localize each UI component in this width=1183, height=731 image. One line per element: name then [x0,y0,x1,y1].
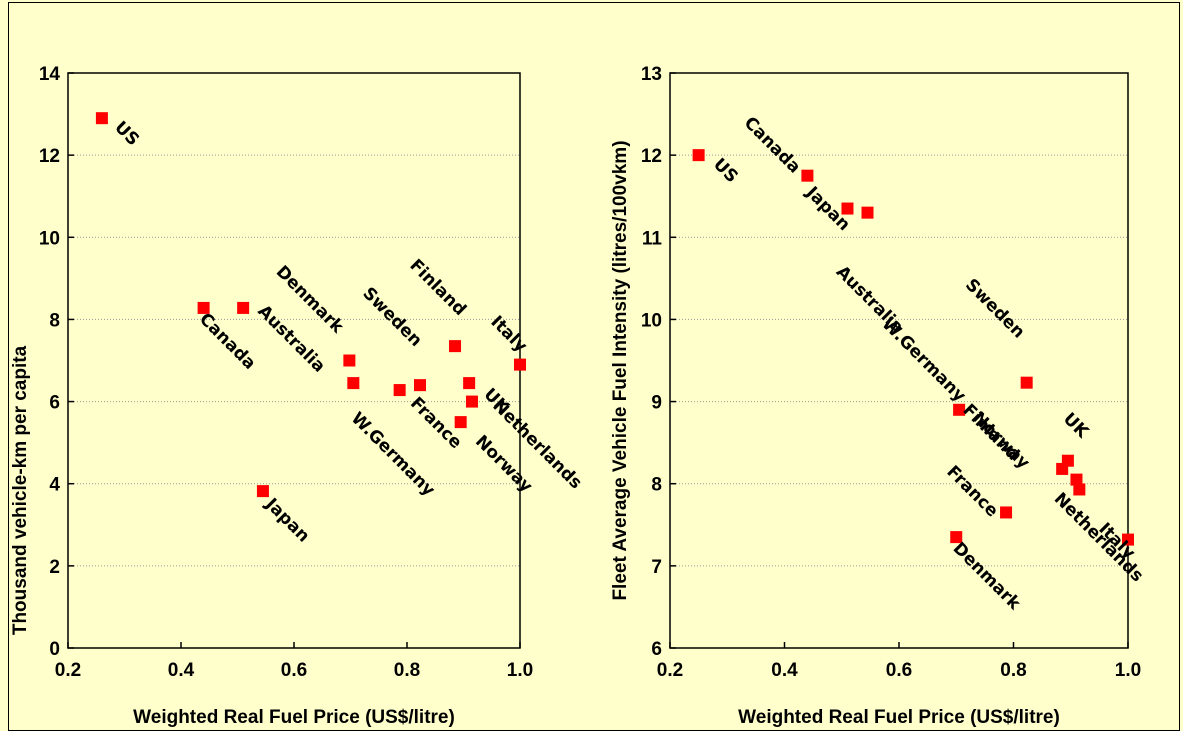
data-point [95,112,108,125]
x-tick-label: 0.6 [281,660,307,681]
data-point [1073,483,1086,496]
chart-1: 0 2 4 6 8 10 12 14 0.2 0.4 0.6 0.8 1.0 Weighted Real … [10,64,586,728]
data-point [1020,376,1033,389]
x-tick-label: 0.8 [1000,660,1026,681]
point-label: US [709,155,742,188]
data-point [1061,454,1074,467]
y-axis-title: Thousand vehicle-km per capita [10,345,31,635]
page-frame [8,2,1180,731]
y-tick-label: 10 [641,310,662,331]
point-label: Sweden [961,275,1028,342]
point-label: US [110,118,143,151]
x-tick-label: 0.2 [657,660,683,681]
data-point [950,531,963,544]
y-tick-label: 13 [641,64,662,85]
chart-2: 6 7 8 9 10 11 12 13 0.2 0.4 0.6 0.8 1.0 Weighted Real… [610,64,1147,728]
data-point [801,169,814,182]
y-tick-label: 2 [49,557,60,578]
point-label: Canada [740,113,804,177]
point-label: UK [1059,409,1093,443]
point-label: Italy [486,312,530,356]
point-label: W.Germany [878,314,970,406]
data-point [343,354,356,367]
point-label: Norway [968,408,1033,473]
x-tick-label: 1.0 [1115,660,1141,681]
y-tick-label: 8 [651,475,662,496]
data-point [692,149,705,162]
y-tick-label: 4 [49,475,60,496]
data-point [454,416,467,429]
x-tick-label: 0.8 [394,660,420,681]
y-tick-label: 10 [39,228,60,249]
x-tick-label: 1.0 [507,660,533,681]
point-label: Netherlands [488,396,585,493]
data-point [841,202,854,215]
x-axis-title: Weighted Real Fuel Price (US$/litre) [738,707,1060,728]
y-tick-label: 11 [642,228,663,249]
data-point [393,384,406,397]
data-point [237,301,250,314]
data-point [1000,506,1013,519]
y-tick-label: 7 [651,557,662,578]
x-tick-label: 0.6 [886,660,912,681]
y-tick-label: 9 [651,393,662,414]
y-tick-label: 0 [49,639,60,660]
y-tick-label: 6 [651,639,662,660]
point-label: Denmark [949,539,1025,615]
data-point [197,301,210,314]
data-point [465,395,478,408]
point-label: Finland [405,256,469,320]
point-label: Japan [261,494,314,547]
y-tick-label: 14 [39,64,61,85]
x-tick-label: 0.4 [168,660,195,681]
plot-area-frame [669,72,1129,649]
data-point [449,340,462,353]
point-label: Sweden [358,284,425,351]
y-tick-label: 12 [641,146,662,167]
point-label: France [943,462,1002,521]
y-axis-title: Fleet Average Vehicle Fuel Intensity (li… [610,140,631,600]
data-point [1122,533,1134,546]
y-tick-label: 6 [49,393,60,414]
y-tick-label: 12 [39,146,60,167]
data-point [861,206,874,219]
x-tick-label: 0.2 [55,660,81,681]
y-tick-label: 8 [49,310,60,331]
x-tick-label: 0.4 [771,660,798,681]
data-point [413,379,426,392]
data-point [514,358,526,371]
data-point [953,403,966,416]
data-point [347,377,360,390]
data-point [256,485,269,498]
data-point [463,377,476,390]
x-axis-title: Weighted Real Fuel Price (US$/litre) [133,707,455,728]
plot-area-frame [67,72,521,649]
data-point [1070,473,1083,486]
